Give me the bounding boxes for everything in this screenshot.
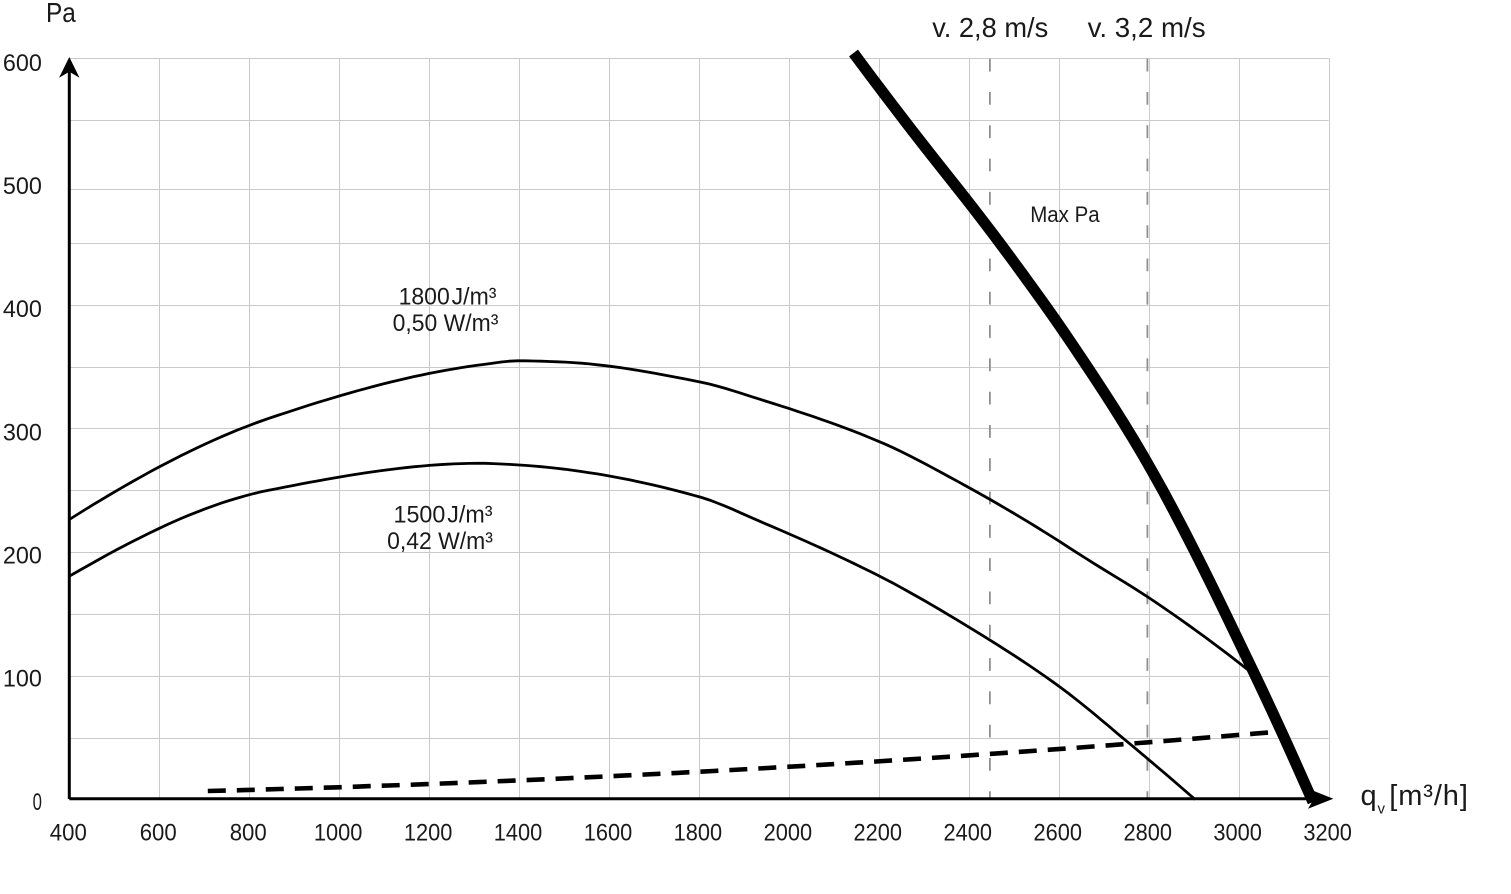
- svg-text:1400: 1400: [494, 820, 543, 847]
- svg-text:3000: 3000: [1213, 820, 1262, 847]
- svg-text:0,50 W/m³: 0,50 W/m³: [393, 310, 499, 337]
- svg-text:2600: 2600: [1034, 820, 1083, 847]
- svg-text:500: 500: [3, 173, 42, 200]
- svg-text:qv [m³/h]: qv [m³/h]: [1361, 780, 1469, 818]
- svg-text:0: 0: [33, 789, 42, 816]
- svg-text:800: 800: [230, 820, 267, 847]
- svg-text:1800: 1800: [674, 820, 723, 847]
- svg-text:1500 J/m³: 1500 J/m³: [394, 502, 493, 529]
- svg-text:100: 100: [3, 666, 42, 693]
- svg-text:1800 J/m³: 1800 J/m³: [399, 283, 497, 310]
- svg-text:400: 400: [3, 296, 42, 323]
- svg-text:Pa: Pa: [46, 0, 76, 28]
- svg-text:1600: 1600: [584, 820, 633, 847]
- svg-text:400: 400: [50, 820, 87, 847]
- svg-text:1200: 1200: [404, 820, 453, 847]
- svg-text:3200: 3200: [1303, 820, 1352, 847]
- svg-text:2800: 2800: [1123, 820, 1172, 847]
- svg-text:Max Pa: Max Pa: [1030, 202, 1100, 227]
- svg-text:600: 600: [3, 50, 42, 77]
- svg-text:600: 600: [140, 820, 177, 847]
- svg-text:300: 300: [3, 419, 42, 446]
- svg-text:v. 3,2 m/s: v. 3,2 m/s: [1088, 12, 1206, 43]
- svg-text:1000: 1000: [314, 820, 363, 847]
- svg-text:200: 200: [3, 543, 42, 570]
- svg-text:2000: 2000: [764, 820, 813, 847]
- svg-text:v. 2,8 m/s: v. 2,8 m/s: [932, 12, 1048, 43]
- svg-text:0,42 W/m³: 0,42 W/m³: [387, 528, 493, 555]
- svg-text:2200: 2200: [854, 820, 903, 847]
- svg-text:2400: 2400: [944, 820, 993, 847]
